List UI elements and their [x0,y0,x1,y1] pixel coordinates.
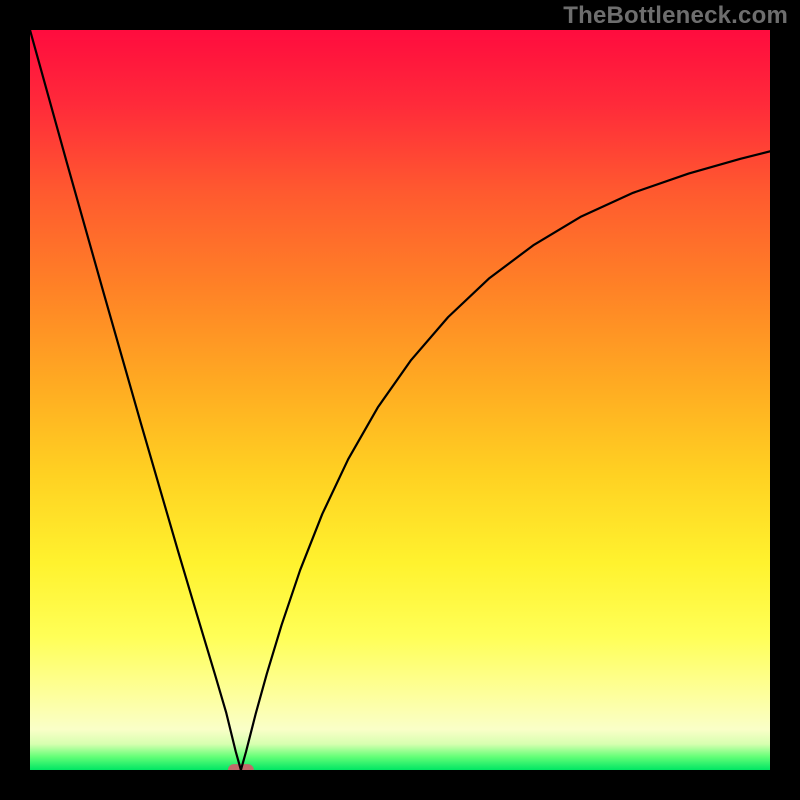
watermark-text: TheBottleneck.com [563,2,788,30]
bottleneck-curve-chart [0,0,800,800]
plot-background [30,30,770,770]
chart-container: TheBottleneck.com [0,0,800,800]
